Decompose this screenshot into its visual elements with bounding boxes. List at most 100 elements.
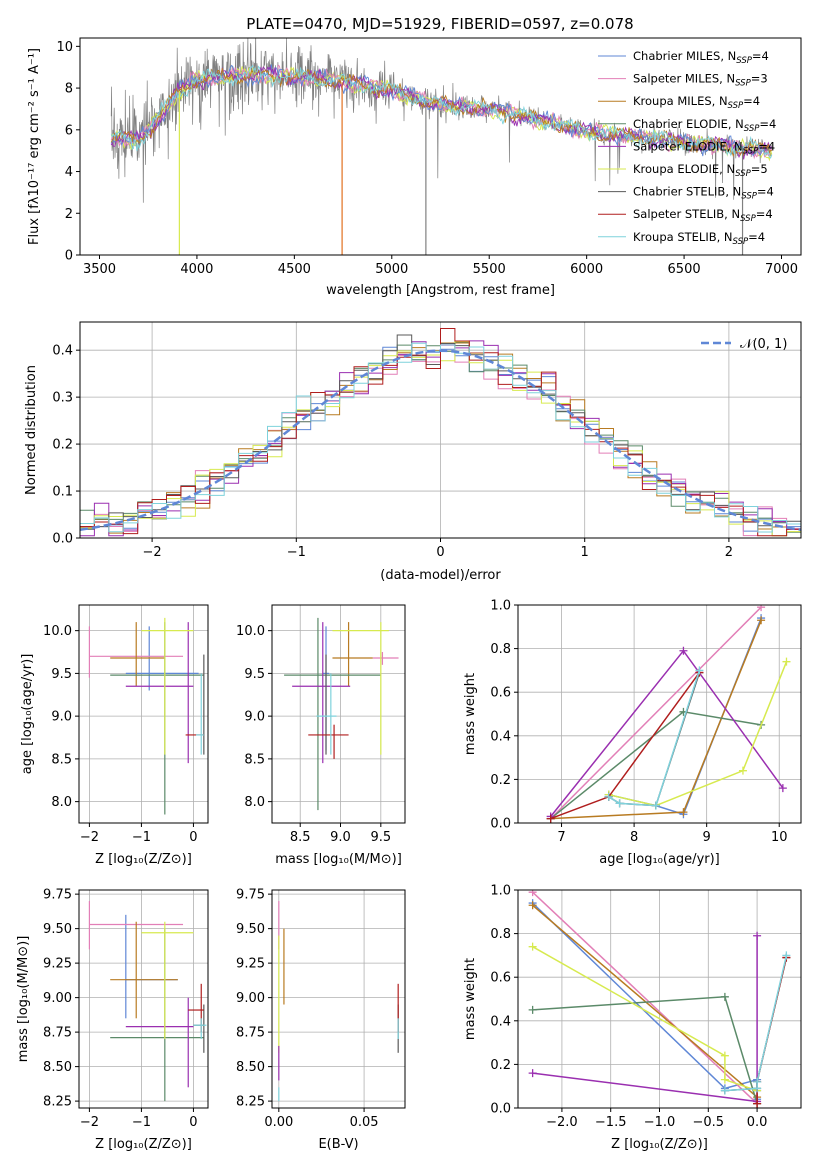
legend-subscript: SSP [735, 169, 751, 179]
legend-subscript: SSP [736, 56, 752, 66]
x-axis-label: (data-model)/error [380, 568, 501, 583]
legend-text: Kroupa STELIB, N [633, 230, 733, 244]
weight-marker [778, 784, 787, 793]
y-tick-label: 0.4 [490, 729, 511, 744]
x-tick-label: 1 [581, 545, 589, 560]
y-tick-label: 1.0 [490, 599, 511, 614]
weight-marker [679, 808, 688, 817]
x-tick-label: −2 [80, 830, 99, 845]
weight-marker [720, 992, 729, 1001]
x-tick-label: 0.00 [264, 1115, 293, 1130]
axes-age_vs_mass: 8.5 9.0 9.5 8.0 8.5 9.0 9.5 10.0 mass [log₁₀(M/M… [236, 604, 406, 867]
legend-value: =4 [759, 117, 776, 131]
legend-value: =4 [756, 207, 773, 221]
plot-area [546, 605, 791, 823]
axes-residuals: −2 −1 0 1 2 0.0 0.1 0.2 0.3 0.4 (data-model)/error… [24, 321, 802, 583]
legend-subscript: SSP [744, 124, 760, 134]
x-axis-label: wavelength [Angstrom, rest frame] [326, 283, 555, 298]
axes-frame [79, 37, 802, 256]
y-tick-label: 0.0 [490, 817, 511, 832]
y-tick-label: 9.50 [43, 922, 72, 937]
legend-subscript: SSP [735, 79, 751, 89]
y-tick-label: 8.25 [236, 1095, 265, 1110]
x-axis-label: Z [log₁₀(Z/Z⊙)] [95, 1137, 192, 1152]
x-tick-label: 0 [436, 545, 444, 560]
x-tick-label: 4000 [180, 262, 213, 277]
y-tick-label: 8.5 [244, 752, 265, 767]
legend-text: Chabrier ELODIE, N [633, 117, 744, 131]
model-spectrum-line [110, 64, 773, 160]
x-tick-label: −1 [132, 1115, 151, 1130]
legend-value: =4 [748, 230, 765, 244]
legend-subscript: SSP [743, 146, 759, 156]
y-tick-label: 0.2 [52, 438, 73, 453]
y-tick-label: 9.5 [244, 667, 265, 682]
legend-entry: Chabrier MILES, NSSP=4 [633, 49, 769, 66]
y-tick-label: 9.00 [236, 991, 265, 1006]
y-tick-label: 8.25 [43, 1095, 72, 1110]
legend-entry: Kroupa ELODIE, NSSP=5 [633, 162, 768, 179]
weight-marker [528, 890, 537, 897]
decorations: −2 −1 0 1 2 0.0 0.1 0.2 0.3 0.4 (data-model)/error… [24, 321, 802, 583]
weight-marker [528, 1005, 537, 1014]
x-axis-label: Z [log₁₀(Z/Z⊙)] [611, 1137, 708, 1152]
weight-marker [738, 766, 747, 775]
legend-text: Salpeter MILES, N [633, 72, 735, 86]
x-tick-label: 7000 [765, 262, 798, 277]
axes-mass_weight_vs_Z: −2.0 −1.5 −1.0 −0.5 0.0 0.0 0.2 0.4 0.6 0.8 1.0 Z [… [463, 884, 802, 1152]
y-tick-label: 8 [65, 82, 73, 97]
weight-series-line [724, 955, 788, 1092]
decorations: 7 8 9 10 0.0 0.2 0.4 0.6 0.8 1.0 age [log₁₀(age/yr… [463, 599, 802, 867]
axes-frame [271, 604, 406, 824]
legend-value: =4 [752, 49, 769, 63]
x-tick-label: 6500 [668, 262, 701, 277]
legend-entry: Salpeter MILES, NSSP=3 [633, 72, 768, 89]
weight-marker [528, 942, 537, 951]
y-tick-label: 9.75 [43, 888, 72, 903]
panels: 3500 4000 4500 5000 5500 6000 6500 70000246810w… [16, 37, 802, 1152]
decorations: −2.0 −1.5 −1.0 −0.5 0.0 0.0 0.2 0.4 0.6 0.8 1.0 Z [… [463, 884, 802, 1152]
legend-text: Chabrier STELIB, N [633, 185, 741, 199]
y-tick-label: 0.8 [490, 927, 511, 942]
axes-frame [78, 889, 209, 1109]
y-axis-label: mass [log₁₀(M/M⊙)] [16, 936, 31, 1063]
x-tick-label: −1.5 [595, 1115, 627, 1130]
axes-frame [517, 604, 802, 824]
legend-subscript: SSP [741, 192, 757, 202]
weight-marker [615, 799, 624, 808]
y-tick-label: 9.50 [236, 922, 265, 937]
y-tick-label: 10 [56, 40, 73, 55]
legend-text: Salpeter ELODIE, N [633, 139, 743, 153]
x-tick-label: 10 [771, 830, 788, 845]
legend-text: Kroupa ELODIE, N [633, 162, 735, 176]
legend-entry: Salpeter ELODIE, NSSP=4 [633, 139, 775, 156]
x-tick-label: −2 [80, 1115, 99, 1130]
y-axis-label: mass weight [463, 673, 478, 755]
x-tick-label: −1 [132, 830, 151, 845]
weight-marker [528, 1069, 537, 1078]
grid [272, 605, 405, 823]
y-tick-label: 0.4 [52, 344, 73, 359]
legend-value: =3 [751, 72, 768, 86]
figure-title: PLATE=0470, MJD=51929, FIBERID=0597, z=0… [246, 15, 633, 33]
weight-series-line [532, 946, 758, 1092]
x-tick-label: 9.0 [330, 830, 351, 845]
y-tick-label: 8.75 [43, 1026, 72, 1041]
y-axis-label: Normed distribution [24, 365, 39, 495]
weight-marker [753, 931, 762, 940]
legend-entry: Chabrier ELODIE, NSSP=4 [633, 117, 776, 134]
x-tick-label: 4500 [278, 262, 311, 277]
axes-frame [78, 604, 209, 824]
weight-marker [720, 1075, 729, 1084]
legend-text: Salpeter STELIB, N [633, 207, 740, 221]
weight-marker [679, 646, 688, 655]
legend-value: =4 [757, 185, 774, 199]
axes-age_vs_Z: −2 −1 0 8.0 8.5 9.0 9.5 10.0 Z [log₁₀(Z/Z⊙)] age … [20, 604, 209, 867]
x-axis-label: age [log₁₀(age/yr)] [599, 852, 720, 867]
y-tick-label: 10.0 [43, 624, 72, 639]
y-tick-label: 9.0 [51, 710, 72, 725]
y-tick-label: 8.50 [43, 1060, 72, 1075]
x-tick-label: −2 [143, 545, 162, 560]
legend-entry: Salpeter STELIB, NSSP=4 [633, 207, 773, 224]
